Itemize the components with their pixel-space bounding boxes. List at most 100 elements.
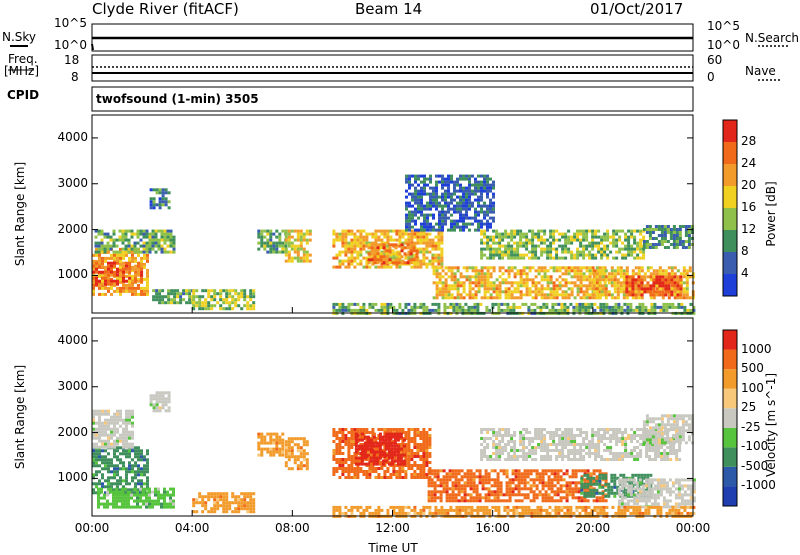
echo-cell [148,235,152,239]
echo-cell [122,270,125,274]
echo-cell [413,470,417,473]
echo-cell [281,247,285,251]
echo-cell [641,308,645,312]
echo-cell [110,482,113,486]
echo-cell [122,430,125,434]
echo-cell [228,501,232,505]
echo-cell [389,431,393,434]
echo-cell [422,428,426,431]
echo-cell [510,250,514,254]
echo-cell [92,473,95,477]
echo-cell [558,244,562,248]
echo-cell [151,505,154,509]
echo-cell [305,461,309,465]
echo-cell [526,475,530,479]
echo-cell [158,295,162,299]
echo-cell [667,266,671,270]
echo-cell [428,259,432,263]
echo-cell [511,469,515,473]
echo-cell [480,183,483,187]
echo-cell [416,241,420,245]
echo-cell [486,290,490,294]
echo-cell [152,203,156,207]
echo-cell [498,244,502,248]
echo-cell [410,452,414,455]
echo-cell [653,308,657,312]
echo-cell [612,235,616,239]
echo-cell [535,472,539,476]
echo-cell [341,259,345,263]
echo-cell [163,247,167,251]
echo-cell [408,213,411,217]
echo-cell [167,301,171,305]
echo-cell [145,496,148,500]
echo-cell [465,222,468,226]
echo-cell [344,247,348,251]
echo-cell [576,290,580,294]
echo-cell [460,487,464,491]
echo-cell [573,232,577,236]
echo-cell [125,283,128,287]
echo-cell [505,484,509,488]
echo-cell [438,174,441,178]
echo-cell [634,296,638,300]
echo-cell [534,275,538,279]
echo-cell [588,256,592,260]
echo-cell [433,472,437,476]
echo-cell [92,436,95,440]
echo-cell [103,235,107,239]
echo-cell [489,177,492,181]
echo-cell [98,279,101,283]
echo-cell [201,498,205,502]
echo-cell [107,445,110,449]
echo-cell [130,229,134,233]
echo-cell [411,225,414,229]
echo-cell [377,238,381,242]
echo-cell [169,232,173,236]
echo-cell [188,301,192,305]
echo-cell [400,246,404,250]
echo-cell [354,447,358,451]
echo-cell [531,284,535,288]
echo-cell [407,452,411,455]
echo-cell [332,431,336,434]
echo-cell [540,238,544,242]
echo-cell [119,488,122,492]
echo-cell [419,437,423,440]
echo-cell [128,418,131,422]
echo-cell [486,174,489,178]
echo-cell [672,243,676,246]
echo-cell [341,244,345,248]
echo-cell [398,473,402,476]
echo-cell [507,281,511,285]
echo-cell [511,481,515,485]
echo-cell [119,247,122,251]
echo-cell [457,472,461,476]
echo-cell [592,272,596,276]
echo-cell [417,198,420,202]
echo-cell [416,428,420,431]
echo-cell [335,256,339,260]
echo-cell [92,442,95,446]
echo-cell [360,444,364,448]
echo-cell [383,232,387,236]
echo-cell [438,281,442,285]
echo-cell [630,232,634,236]
echo-cell [683,305,687,309]
echo-cell [155,298,159,302]
echo-cell [172,241,176,245]
echo-cell [107,424,110,428]
echo-cell [603,281,607,285]
echo-cell [443,308,447,312]
echo-cell [157,229,161,233]
echo-cell [113,412,116,416]
echo-cell [519,290,523,294]
echo-cell [692,308,696,312]
echo-cell [451,496,455,500]
echo-cell [622,287,626,291]
echo-cell [395,476,399,479]
power-echo-map [92,174,696,315]
echo-cell [407,467,411,470]
echo-cell [493,481,497,485]
echo-cell [480,253,484,257]
